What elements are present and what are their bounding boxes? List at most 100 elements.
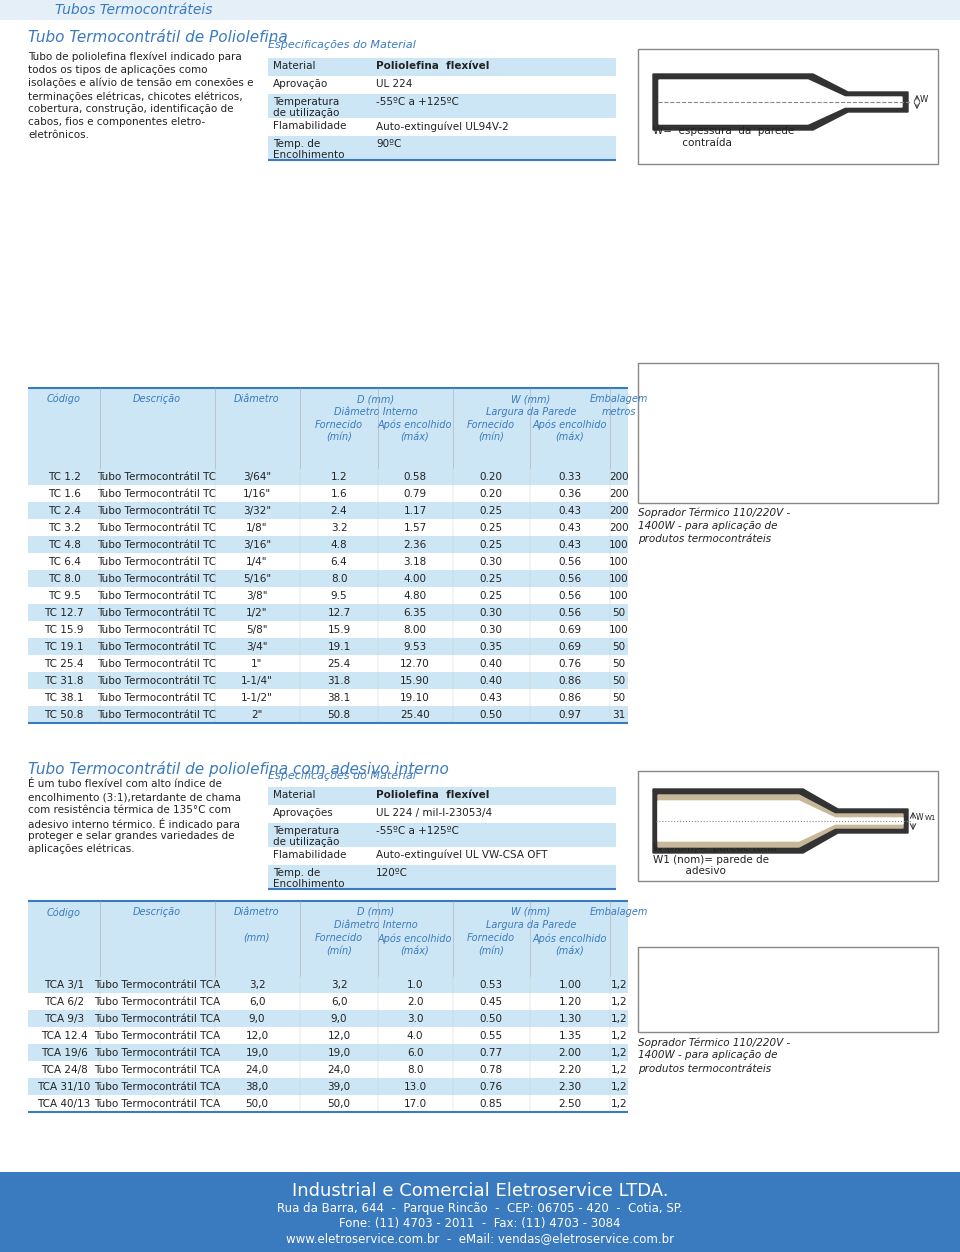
Text: TCA 12.4: TCA 12.4 [40,1030,87,1040]
Text: TCA 31/10: TCA 31/10 [37,1082,90,1092]
Text: 9.5: 9.5 [330,591,348,601]
Text: 6.35: 6.35 [403,608,426,618]
Text: W: W [920,95,928,104]
Bar [0,0,960,20]
Text: Flamabilidade: Flamabilidade [273,121,347,131]
Text: Especificações do Material: Especificações do Material [268,771,416,781]
Text: Temperatura: Temperatura [273,826,339,836]
Text: -55ºC a +125ºC: -55ºC a +125ºC [376,826,459,836]
Text: 2.50: 2.50 [559,1099,582,1109]
Text: 2": 2" [252,710,263,720]
Text: 1.00: 1.00 [559,980,582,990]
Text: 0.86: 0.86 [559,676,582,686]
Text: TC 1.6: TC 1.6 [48,490,81,500]
Text: Tubo Termocontrátil TCA: Tubo Termocontrátil TCA [94,980,220,990]
Bar [28,901,628,977]
Text: 200: 200 [610,506,629,516]
Text: 3.18: 3.18 [403,557,426,567]
Text: W: W [916,814,924,823]
Text: cobertura, construção, identificação de: cobertura, construção, identificação de [28,104,233,114]
Text: 1-1/4": 1-1/4" [241,676,273,686]
Text: Tubo Termocontrátil TC: Tubo Termocontrátil TC [97,540,217,550]
Text: 0.25: 0.25 [479,506,503,516]
Text: 4.00: 4.00 [403,573,426,583]
Text: 1.35: 1.35 [559,1030,582,1040]
Text: 2.0: 2.0 [407,997,423,1007]
Text: 5/16": 5/16" [243,573,271,583]
Text: Fone: (11) 4703 - 2011  -  Fax: (11) 4703 - 3084: Fone: (11) 4703 - 2011 - Fax: (11) 4703 … [339,1217,621,1229]
Polygon shape [658,795,903,848]
Text: 1,2: 1,2 [611,1048,627,1058]
Text: TC 3.2: TC 3.2 [48,523,81,533]
Text: (máx): (máx) [400,433,429,443]
Bar [28,672,628,689]
Text: 6.0: 6.0 [407,1048,423,1058]
Text: 0.50: 0.50 [479,710,502,720]
Text: 0.20: 0.20 [479,490,502,500]
Bar [28,1078,628,1096]
Text: Poliolefina  flexível: Poliolefina flexível [376,61,490,71]
Text: cabos, fios e componentes eletro-: cabos, fios e componentes eletro- [28,116,205,126]
Text: 0.30: 0.30 [479,625,502,635]
Polygon shape [653,789,908,853]
Text: 0.53: 0.53 [479,980,503,990]
Text: 0.69: 0.69 [559,642,582,652]
Text: Embalagem: Embalagem [589,906,648,916]
Text: 100: 100 [610,573,629,583]
Bar [28,1060,628,1078]
Bar [638,363,938,503]
Text: Tubo Termocontrátil TCA: Tubo Termocontrátil TCA [94,1030,220,1040]
Text: 0.86: 0.86 [559,694,582,704]
Text: 12.70: 12.70 [400,659,430,669]
Text: Rua da Barra, 644  -  Parque Rincão  -  CEP: 06705 - 420  -  Cotia, SP.: Rua da Barra, 644 - Parque Rincão - CEP:… [277,1202,683,1214]
Text: 3,2: 3,2 [330,980,348,990]
Bar [28,1010,628,1027]
Text: Diâmetro Interno: Diâmetro Interno [334,407,418,417]
Text: 0.36: 0.36 [559,490,582,500]
Polygon shape [659,80,902,124]
Bar [28,639,628,655]
Text: Tubo Termocontrátil TC: Tubo Termocontrátil TC [97,642,217,652]
Text: 1.30: 1.30 [559,1014,582,1024]
Text: (mín): (mín) [478,433,504,443]
Text: TC 1.2: TC 1.2 [48,472,81,482]
Bar [268,805,616,823]
Text: Tubo Termocontrátil TCA: Tubo Termocontrátil TCA [94,1099,220,1109]
Bar [28,570,628,587]
Text: 1.6: 1.6 [330,490,348,500]
Text: Temperatura: Temperatura [273,96,339,106]
Text: 0.56: 0.56 [559,591,582,601]
Text: 0.78: 0.78 [479,1065,503,1075]
Text: 50,0: 50,0 [327,1099,350,1109]
Bar [268,94,616,118]
Text: 0.79: 0.79 [403,490,426,500]
Text: 0.76: 0.76 [479,1082,503,1092]
Text: 12,0: 12,0 [327,1030,350,1040]
Text: Temp. de: Temp. de [273,868,321,878]
Bar [268,118,616,136]
Text: 1,2: 1,2 [611,1082,627,1092]
Text: Tubo Termocontrátil TCA: Tubo Termocontrátil TCA [94,1048,220,1058]
Text: Tubo Termocontrátil TC: Tubo Termocontrátil TC [97,676,217,686]
Text: metros: metros [602,407,636,417]
Text: Fornecido: Fornecido [315,933,363,943]
Text: Soprador Térmico 110/220V -: Soprador Térmico 110/220V - [638,508,790,518]
Text: produtos termocontráteis: produtos termocontráteis [638,535,771,545]
Text: 2.30: 2.30 [559,1082,582,1092]
Text: 1-1/2": 1-1/2" [241,694,273,704]
Text: Encolhimento: Encolhimento [273,150,345,160]
Text: 0.43: 0.43 [559,523,582,533]
Text: TC 31.8: TC 31.8 [44,676,84,686]
Text: 6,0: 6,0 [249,997,265,1007]
Text: Fornecido: Fornecido [315,419,363,429]
Text: 1.17: 1.17 [403,506,426,516]
Text: Fornecido: Fornecido [467,933,516,943]
Text: 6,0: 6,0 [331,997,348,1007]
Text: 3/16": 3/16" [243,540,271,550]
Text: 8.0: 8.0 [407,1065,423,1075]
Bar [28,655,628,672]
Text: TC 19.1: TC 19.1 [44,642,84,652]
Text: Aprovações: Aprovações [273,808,334,818]
Text: 0.58: 0.58 [403,472,426,482]
Text: 0.43: 0.43 [559,540,582,550]
